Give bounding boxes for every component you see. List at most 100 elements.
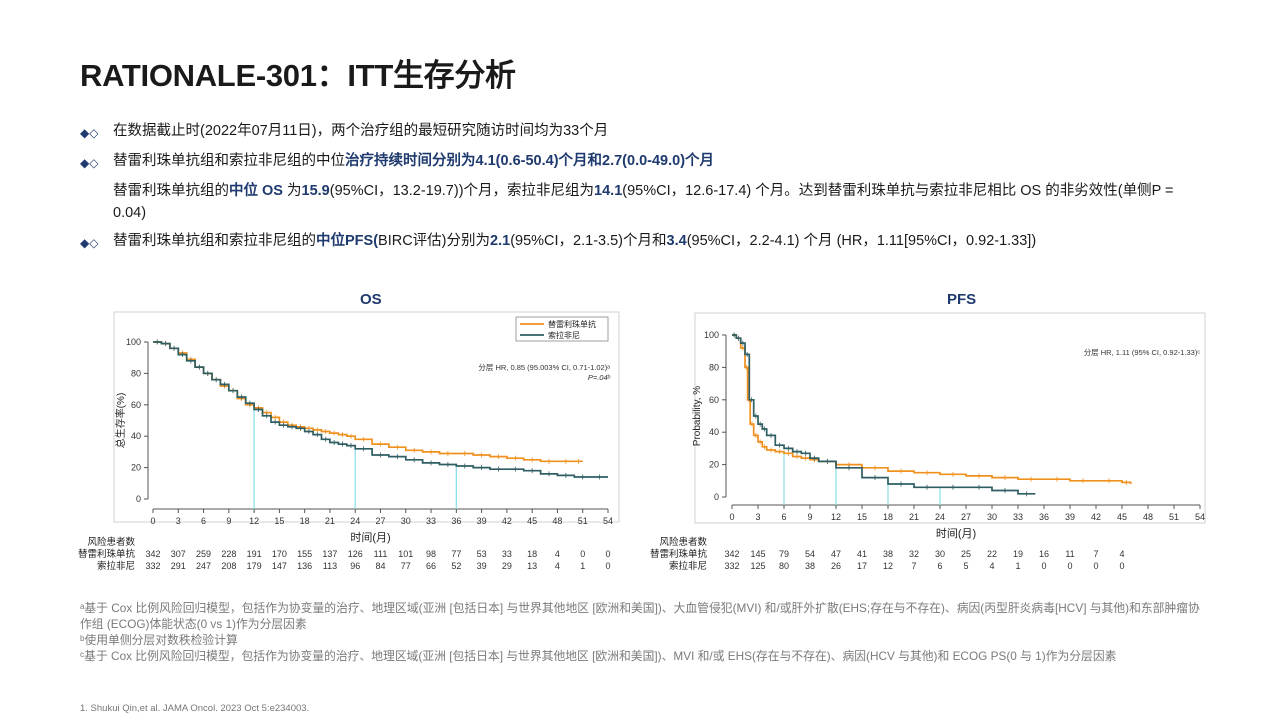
risk-table-value: 0 [1041,561,1046,571]
risk-table-value: 0 [1119,561,1124,571]
bullet-highlight: 中位 OS [229,183,283,199]
bullet-text: (95%CI，2.1-3.5)个月和 [510,233,667,249]
risk-table-value: 147 [272,561,287,571]
risk-table-value: 228 [221,549,236,559]
risk-table-value: 18 [527,549,537,559]
risk-table-value: 47 [831,549,841,559]
risk-table-value: 6 [937,561,942,571]
legend-box [515,316,609,342]
bullet-2-sub: 替雷利珠单抗组的中位 OS 为15.9(95%CI，13.2-19.7))个月，… [80,180,1210,224]
risk-table-value: 53 [477,549,487,559]
risk-table-value: 80 [779,561,789,571]
y-tick-label: 100 [126,337,141,347]
x-tick-label: 18 [883,512,893,522]
x-tick-label: 24 [350,516,360,526]
risk-table-value: 342 [145,549,160,559]
risk-table-value: 145 [750,549,765,559]
risk-table-value: 332 [145,561,160,571]
bullet-text: 替雷利珠单抗组和索拉非尼组的中位 [113,153,345,169]
risk-table-value: 1 [1015,561,1020,571]
risk-table-value: 96 [350,561,360,571]
footnotes: ᵃ基于 Cox 比例风险回归模型，包括作为协变量的治疗、地理区域(亚洲 [包括日… [80,600,1210,664]
risk-table-value: 125 [750,561,765,571]
bullet-text: 在数据截止时(2022年07月11日)，两个治疗组的最短研究随访时间均为33个月 [113,123,609,139]
risk-table-row-label: 索拉非尼 [97,560,135,572]
x-tick-label: 33 [426,516,436,526]
x-tick-label: 0 [150,516,155,526]
bullet-text: 替雷利珠单抗组的 [113,183,229,199]
bullet-text: BIRC评估)分别为 [378,233,491,249]
risk-table-value: 191 [247,549,262,559]
risk-table-value: 170 [272,549,287,559]
x-tick-label: 27 [375,516,385,526]
risk-table-value: 32 [909,549,919,559]
bullet-text: (95%CI，2.2-4.1) 个月 (HR，1.11[95%CI，0.92-1… [686,233,1037,249]
risk-table-value: 11 [1065,549,1074,559]
bullet-2: ◆◇ 替雷利珠单抗组和索拉非尼组的中位治疗持续时间分别为4.1(0.6-50.4… [80,150,1210,172]
risk-table-value: 19 [1013,549,1023,559]
risk-table-value: 29 [502,561,512,571]
bullet-3: ◆◇ 替雷利珠单抗组和索拉非尼组的中位PFS(BIRC评估)分别为2.1(95%… [80,230,1210,252]
x-tick-label: 12 [249,516,259,526]
risk-table-value: 17 [857,561,867,571]
x-tick-label: 51 [578,516,588,526]
risk-table-value: 38 [805,561,815,571]
bullet-highlight: 2.1 [490,233,511,249]
series-line-sorafenib [732,334,1036,495]
y-tick-label: 0 [714,492,719,502]
risk-table-value: 25 [961,549,971,559]
bullet-highlight: 中位PFS( [316,233,379,249]
risk-table-value: 26 [831,561,841,571]
risk-table-value: 39 [477,561,487,571]
x-tick-label: 15 [857,512,867,522]
bullet-list: ◆◇ 在数据截止时(2022年07月11日)，两个治疗组的最短研究随访时间均为3… [80,120,1210,260]
x-tick-label: 54 [1195,512,1205,522]
x-tick-label: 36 [1039,512,1049,522]
risk-table-value: 137 [322,549,337,559]
series-line-tislelizumab [153,341,583,463]
risk-table-value: 4 [989,561,994,571]
bullet-text: (95%CI，12.6-17.4) 个月。达到替雷利珠单抗与索拉非尼相比 OS … [113,183,1174,221]
bullet-text: 为 [282,183,302,199]
risk-table-row-label: 索拉非尼 [669,560,707,572]
risk-table-value: 155 [297,549,312,559]
y-tick-label: 0 [136,494,141,504]
risk-table-value: 77 [451,549,461,559]
legend-label: 替雷利珠单抗 [548,319,596,329]
legend-label: 索拉非尼 [548,330,580,340]
y-tick-label: 20 [709,460,719,470]
os-chart-svg: 0 3 6 9 12 15 18 21 24 27 30 33 36 39 42 45 48 51 54020406… [78,311,620,572]
y-tick-label: 80 [709,362,719,372]
risk-table-value: 16 [1039,549,1049,559]
diamond-bullet-icon: ◆◇ [80,126,99,140]
x-tick-label: 3 [176,516,181,526]
risk-table-value: 101 [398,549,413,559]
bullet-highlight: 治疗持续时间分别为4.1(0.6-50.4)个月和2.7(0.0-49.0)个月 [345,153,715,169]
y-tick-label: 40 [131,431,141,441]
x-tick-label: 12 [831,512,841,522]
chart-title: OS [360,291,382,308]
risk-table-value: 208 [221,561,236,571]
bullet-highlight: 14.1 [594,183,623,199]
risk-table-value: 41 [857,549,867,559]
risk-table-row-label: 替雷利珠单抗 [78,548,136,560]
x-tick-label: 6 [781,512,786,522]
x-tick-label: 9 [226,516,231,526]
x-axis-label: 时间(月) [936,527,976,540]
x-tick-label: 30 [401,516,411,526]
x-tick-label: 27 [961,512,971,522]
risk-table-value: 1 [580,561,585,571]
risk-table-value: 12 [883,561,893,571]
x-tick-label: 45 [527,516,537,526]
risk-table-value: 13 [527,561,537,571]
bullet-1: ◆◇ 在数据截止时(2022年07月11日)，两个治疗组的最短研究随访时间均为3… [80,120,1210,142]
risk-table-value: 291 [171,561,186,571]
x-tick-label: 36 [451,516,461,526]
plot-frame [694,312,1206,524]
x-tick-label: 9 [807,512,812,522]
os-chart: OS 0 3 6 9 12 15 18 21 24 27 30 33 36 39 42 45 48 51 54 0 20… [0,285,640,585]
y-tick-label: 40 [709,427,719,437]
page-title: RATIONALE-301：ITT生存分析 [80,58,516,93]
risk-table-value: 126 [348,549,363,559]
risk-table-header: 风险患者数 [659,536,707,548]
